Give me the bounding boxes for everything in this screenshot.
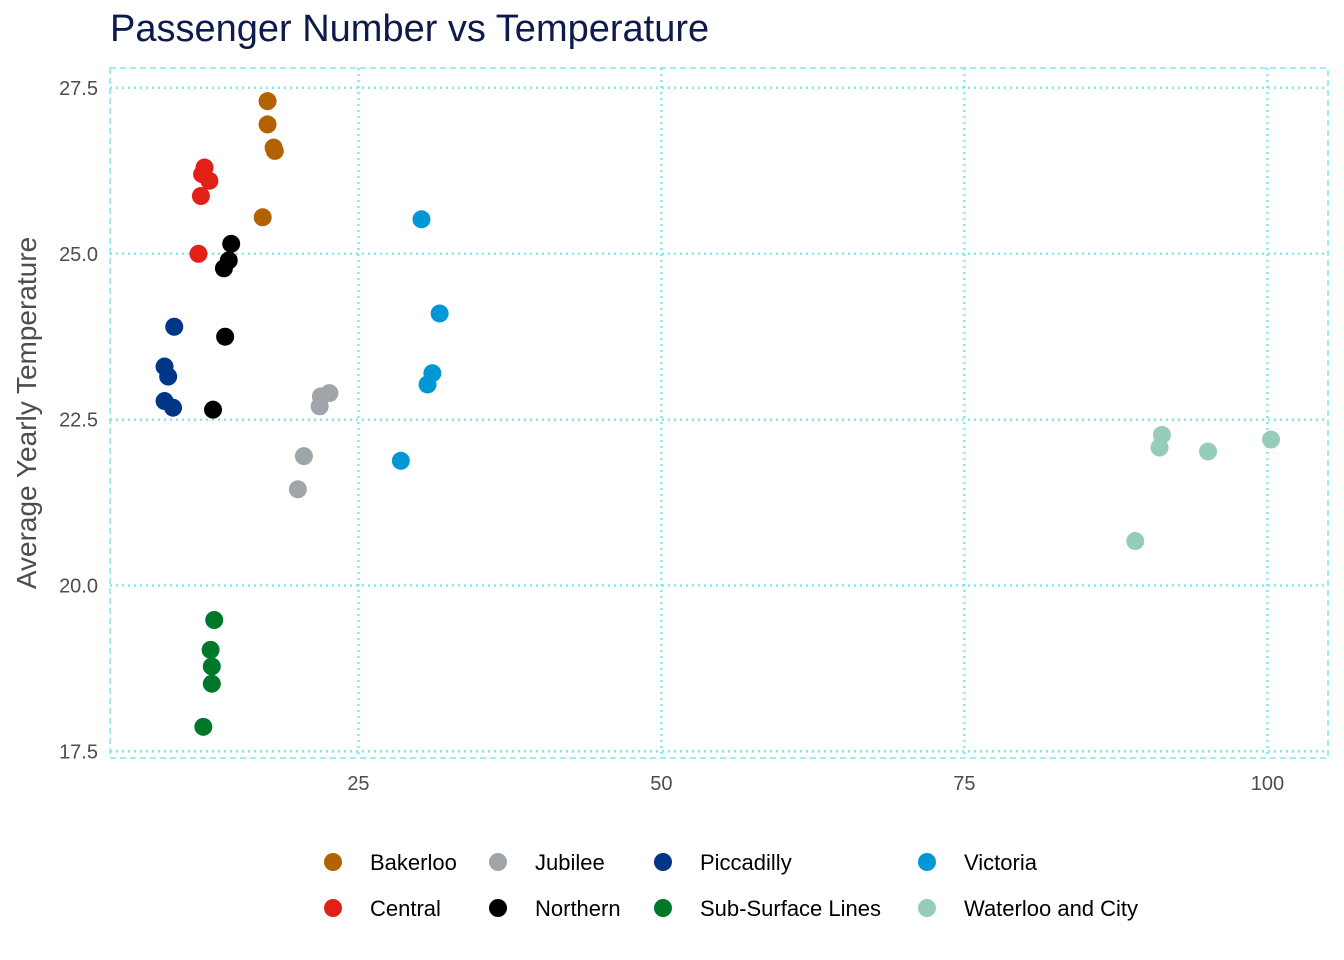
legend-item: Central — [324, 896, 441, 921]
data-point — [202, 657, 221, 676]
legend-swatch — [918, 853, 936, 871]
data-point — [200, 171, 219, 190]
legend-item: Waterloo and City — [918, 896, 1138, 921]
y-tick-label: 22.5 — [59, 410, 98, 432]
legend-item: Northern — [489, 896, 621, 921]
x-tick-label: 75 — [953, 773, 975, 795]
legend-swatch — [489, 853, 507, 871]
legend-item: Jubilee — [489, 850, 605, 875]
data-point — [430, 304, 449, 323]
data-point — [164, 398, 183, 417]
data-point — [214, 259, 233, 278]
legend-swatch — [489, 899, 507, 917]
data-point — [201, 640, 220, 659]
data-point — [1262, 430, 1281, 449]
legend-label: Sub-Surface Lines — [700, 896, 881, 921]
data-point — [222, 234, 241, 253]
data-point — [1199, 442, 1218, 461]
data-point — [204, 400, 223, 419]
data-point — [1126, 532, 1145, 551]
x-tick-label: 25 — [347, 773, 369, 795]
data-point — [265, 141, 284, 160]
data-point — [189, 244, 208, 263]
y-tick-label: 25.0 — [59, 244, 98, 266]
data-point — [391, 451, 410, 470]
legend-item: Sub-Surface Lines — [654, 896, 881, 921]
data-point — [310, 397, 329, 416]
legend-label: Victoria — [964, 850, 1038, 875]
data-point — [1150, 438, 1169, 457]
y-tick-label: 27.5 — [59, 78, 98, 100]
grid-lines — [109, 67, 1329, 759]
data-point — [418, 375, 437, 394]
data-point — [258, 115, 277, 134]
legend-item: Piccadilly — [654, 850, 792, 875]
legend-item: Bakerloo — [324, 850, 457, 875]
legend-swatch — [324, 899, 342, 917]
legend-label: Northern — [535, 896, 621, 921]
legend-swatch — [324, 853, 342, 871]
data-point — [216, 327, 235, 346]
y-tick-label: 20.0 — [59, 576, 98, 598]
data-point — [253, 208, 272, 227]
y-axis-label: Average Yearly Temperature — [11, 237, 42, 589]
data-points — [155, 92, 1281, 736]
data-point — [159, 367, 178, 386]
data-point — [258, 92, 277, 111]
y-tick-label: 17.5 — [59, 741, 98, 763]
data-point — [412, 210, 431, 229]
x-tick-label: 100 — [1251, 773, 1284, 795]
data-point — [288, 480, 307, 499]
data-point — [194, 717, 213, 736]
legend-label: Piccadilly — [700, 850, 792, 875]
axis-tick-labels: 17.5 20.0 22.5 25.0 27.5 25 50 75 100 — [59, 78, 1284, 795]
legend: Bakerloo Central Jubilee Northern Piccadilly… — [324, 850, 1138, 921]
legend-item: Victoria — [918, 850, 1038, 875]
data-point — [294, 447, 313, 466]
data-point — [205, 611, 224, 629]
legend-swatch — [918, 899, 936, 917]
data-point — [165, 317, 184, 336]
data-point — [191, 187, 210, 206]
legend-swatch — [654, 853, 672, 871]
chart-title: Passenger Number vs Temperature — [110, 8, 710, 50]
legend-label: Waterloo and City — [964, 896, 1138, 921]
legend-label: Bakerloo — [370, 850, 457, 875]
x-tick-label: 50 — [650, 773, 672, 795]
panel-border — [109, 67, 1329, 759]
legend-label: Jubilee — [535, 850, 605, 875]
legend-label: Central — [370, 896, 441, 921]
data-point — [202, 674, 221, 693]
legend-swatch — [654, 899, 672, 917]
